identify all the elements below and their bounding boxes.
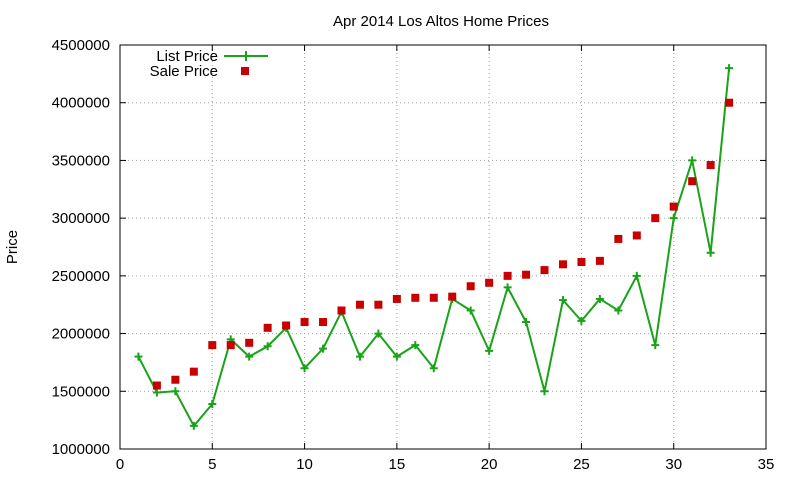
data-point-list-price bbox=[595, 294, 604, 303]
data-point-sale-price bbox=[706, 161, 715, 170]
ticks: 0 5 10 15 20 25 30 35 1000000 1500000 2000000 25000… bbox=[52, 37, 775, 473]
data-point-list-price bbox=[669, 214, 678, 223]
data-point-sale-price bbox=[319, 318, 328, 327]
y-tick-label: 4500000 bbox=[52, 37, 110, 54]
data-point-sale-price bbox=[282, 321, 291, 330]
data-point-list-price bbox=[374, 329, 383, 338]
series-list-price bbox=[134, 64, 734, 430]
data-point-list-price bbox=[355, 352, 364, 361]
data-point-sale-price bbox=[651, 214, 660, 223]
data-point-list-price bbox=[152, 388, 161, 397]
x-tick-label: 25 bbox=[573, 456, 590, 473]
data-point-list-price bbox=[725, 64, 734, 73]
y-tick-label: 2500000 bbox=[52, 268, 110, 285]
data-point-sale-price bbox=[392, 294, 401, 303]
x-tick-label: 15 bbox=[389, 456, 406, 473]
data-point-sale-price bbox=[189, 367, 198, 376]
series-sale-price bbox=[152, 98, 734, 390]
data-point-list-price bbox=[466, 306, 475, 315]
x-tick-label: 35 bbox=[758, 456, 775, 473]
y-tick-label: 3000000 bbox=[52, 210, 110, 227]
data-point-sale-price bbox=[614, 234, 623, 243]
series bbox=[134, 64, 734, 430]
data-point-sale-price bbox=[688, 177, 697, 186]
data-point-sale-price bbox=[558, 260, 567, 269]
data-point-sale-price bbox=[152, 381, 161, 390]
data-point-sale-price bbox=[595, 256, 604, 265]
data-point-list-price bbox=[540, 387, 549, 396]
x-tick-label: 30 bbox=[665, 456, 682, 473]
data-point-list-price bbox=[392, 352, 401, 361]
data-point-list-price bbox=[651, 341, 660, 350]
data-point-sale-price bbox=[300, 318, 309, 327]
plot-frame bbox=[119, 44, 767, 450]
data-point-list-price bbox=[614, 306, 623, 315]
data-point-list-price bbox=[522, 318, 531, 327]
data-point-list-price bbox=[208, 399, 217, 408]
x-tick-label: 20 bbox=[481, 456, 498, 473]
data-point-list-price bbox=[134, 352, 143, 361]
data-point-list-price bbox=[688, 156, 697, 165]
y-tick-label: 4000000 bbox=[52, 95, 110, 112]
data-point-sale-price bbox=[337, 306, 346, 315]
grid bbox=[120, 45, 766, 449]
data-point-list-price bbox=[263, 342, 272, 351]
data-point-list-price bbox=[171, 387, 180, 396]
data-point-sale-price bbox=[171, 375, 180, 384]
data-point-sale-price bbox=[226, 341, 235, 350]
x-tick-label: 5 bbox=[208, 456, 216, 473]
data-point-list-price bbox=[300, 364, 309, 373]
x-tick-label: 0 bbox=[116, 456, 124, 473]
data-point-sale-price bbox=[485, 278, 494, 287]
data-point-sale-price bbox=[725, 98, 734, 107]
data-point-sale-price bbox=[577, 258, 586, 267]
series-line-list-price bbox=[137, 67, 731, 428]
data-point-list-price bbox=[429, 364, 438, 373]
data-point-sale-price bbox=[355, 300, 364, 309]
legend-label-list-price: List Price bbox=[156, 48, 218, 65]
data-point-sale-price bbox=[245, 338, 254, 347]
data-point-list-price bbox=[245, 352, 254, 361]
data-point-sale-price bbox=[522, 270, 531, 279]
data-point-sale-price bbox=[429, 293, 438, 302]
y-tick-label: 3500000 bbox=[52, 152, 110, 169]
data-point-sale-price bbox=[448, 292, 457, 301]
data-point-sale-price bbox=[466, 282, 475, 291]
data-point-list-price bbox=[411, 341, 420, 350]
data-point-sale-price bbox=[374, 300, 383, 309]
data-point-list-price bbox=[632, 271, 641, 280]
data-point-list-price bbox=[706, 248, 715, 257]
data-point-sale-price bbox=[669, 202, 678, 211]
y-tick-label: 2000000 bbox=[52, 326, 110, 343]
legend: List Price Sale Price bbox=[150, 48, 268, 80]
data-point-sale-price bbox=[540, 266, 549, 275]
data-point-list-price bbox=[503, 283, 512, 292]
chart-title: Apr 2014 Los Altos Home Prices bbox=[333, 13, 549, 30]
data-point-sale-price bbox=[632, 231, 641, 240]
legend-swatch-list-price bbox=[224, 51, 268, 61]
legend-label-sale-price: Sale Price bbox=[150, 63, 218, 80]
data-point-list-price bbox=[558, 296, 567, 305]
data-point-list-price bbox=[577, 316, 586, 325]
data-point-list-price bbox=[319, 344, 328, 353]
data-point-sale-price bbox=[503, 271, 512, 280]
data-point-list-price bbox=[485, 346, 494, 355]
y-tick-label: 1500000 bbox=[52, 383, 110, 400]
data-point-list-price bbox=[189, 421, 198, 430]
data-point-sale-price bbox=[411, 293, 420, 302]
data-point-sale-price bbox=[263, 323, 272, 332]
legend-swatch-sale-price bbox=[241, 67, 249, 75]
y-axis-label: Price bbox=[4, 230, 21, 264]
y-tick-label: 1000000 bbox=[52, 441, 110, 458]
data-point-sale-price bbox=[208, 341, 217, 350]
x-tick-label: 10 bbox=[296, 456, 313, 473]
